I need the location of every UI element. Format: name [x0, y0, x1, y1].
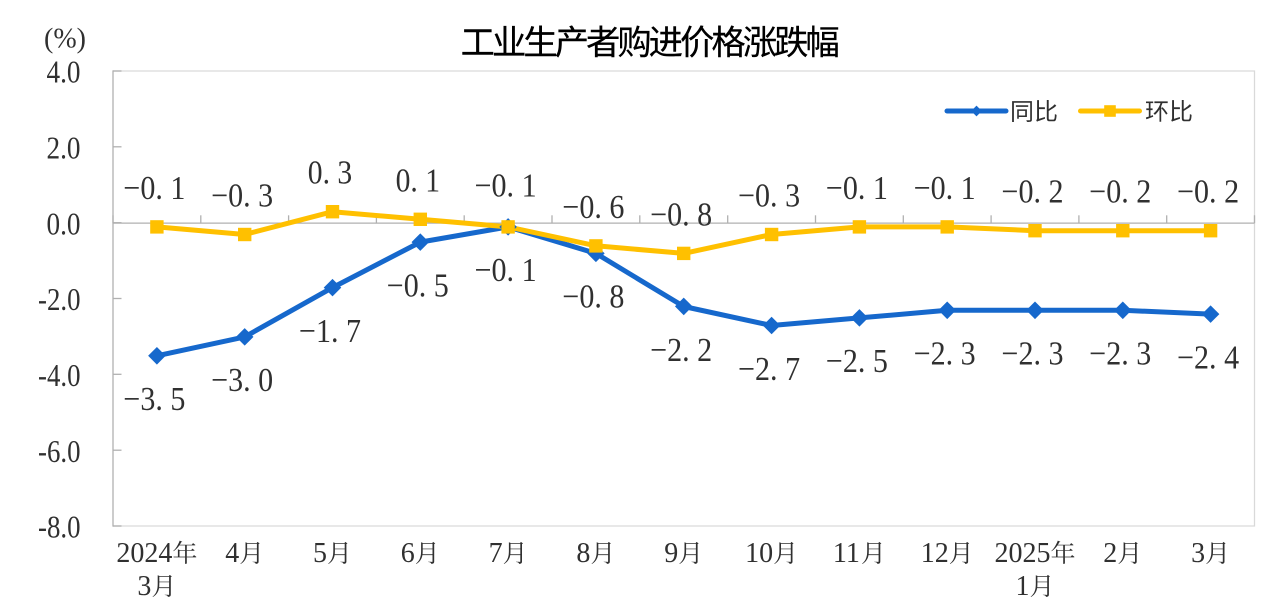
- svg-text:0. 3: 0. 3: [308, 155, 352, 192]
- svg-text:−2. 2: −2. 2: [650, 332, 712, 369]
- svg-text:−0. 8: −0. 8: [650, 196, 712, 233]
- svg-text:10: 10: [745, 538, 773, 569]
- svg-text:11: 11: [833, 538, 860, 569]
- svg-text:−0. 3: −0. 3: [211, 178, 273, 215]
- svg-text:-4.0: -4.0: [38, 357, 81, 393]
- svg-text:4.0: 4.0: [47, 54, 81, 90]
- svg-text:-6.0: -6.0: [38, 433, 81, 469]
- svg-text:0. 1: 0. 1: [396, 162, 440, 199]
- svg-text:−1. 7: −1. 7: [299, 313, 361, 350]
- svg-text:0.0: 0.0: [47, 205, 81, 241]
- svg-text:−0. 1: −0. 1: [475, 252, 537, 289]
- svg-text:−0. 3: −0. 3: [738, 178, 800, 215]
- svg-text:−0. 1: −0. 1: [475, 167, 537, 204]
- svg-text:−0. 2: −0. 2: [1089, 174, 1151, 211]
- svg-text:−2. 3: −2. 3: [1002, 336, 1064, 373]
- svg-text:6: 6: [401, 538, 415, 569]
- svg-text:3: 3: [1191, 538, 1205, 569]
- svg-text:−2. 3: −2. 3: [914, 336, 976, 373]
- svg-text:2024: 2024: [116, 538, 172, 569]
- svg-text:-8.0: -8.0: [38, 509, 81, 545]
- svg-text:−2. 3: −2. 3: [1089, 336, 1151, 373]
- svg-text:−2. 4: −2. 4: [1177, 339, 1239, 376]
- svg-text:8: 8: [576, 538, 590, 569]
- svg-text:(%): (%): [44, 24, 86, 55]
- svg-text:12: 12: [921, 538, 949, 569]
- svg-text:−0. 6: −0. 6: [562, 189, 624, 226]
- svg-text:1: 1: [1016, 571, 1030, 602]
- svg-text:−3. 5: −3. 5: [123, 381, 185, 418]
- svg-text:−0. 1: −0. 1: [123, 170, 185, 207]
- svg-text:−0. 1: −0. 1: [914, 170, 976, 207]
- svg-text:5: 5: [313, 538, 327, 569]
- svg-text:-2.0: -2.0: [38, 281, 81, 317]
- svg-text:−0. 2: −0. 2: [1177, 174, 1239, 211]
- svg-text:−2. 5: −2. 5: [826, 343, 888, 380]
- svg-text:2.0: 2.0: [47, 129, 81, 165]
- svg-text:−0. 1: −0. 1: [826, 170, 888, 207]
- svg-text:9: 9: [664, 538, 678, 569]
- svg-text:−2. 7: −2. 7: [738, 351, 800, 388]
- svg-text:−3. 0: −3. 0: [211, 362, 273, 399]
- svg-text:−0. 8: −0. 8: [562, 279, 624, 316]
- svg-text:2025: 2025: [995, 538, 1051, 569]
- svg-text:2: 2: [1103, 538, 1117, 569]
- svg-text:4: 4: [225, 538, 239, 569]
- svg-text:3: 3: [137, 571, 151, 602]
- svg-text:7: 7: [489, 538, 503, 569]
- svg-text:−0. 2: −0. 2: [1002, 174, 1064, 211]
- svg-text:−0. 5: −0. 5: [387, 267, 449, 304]
